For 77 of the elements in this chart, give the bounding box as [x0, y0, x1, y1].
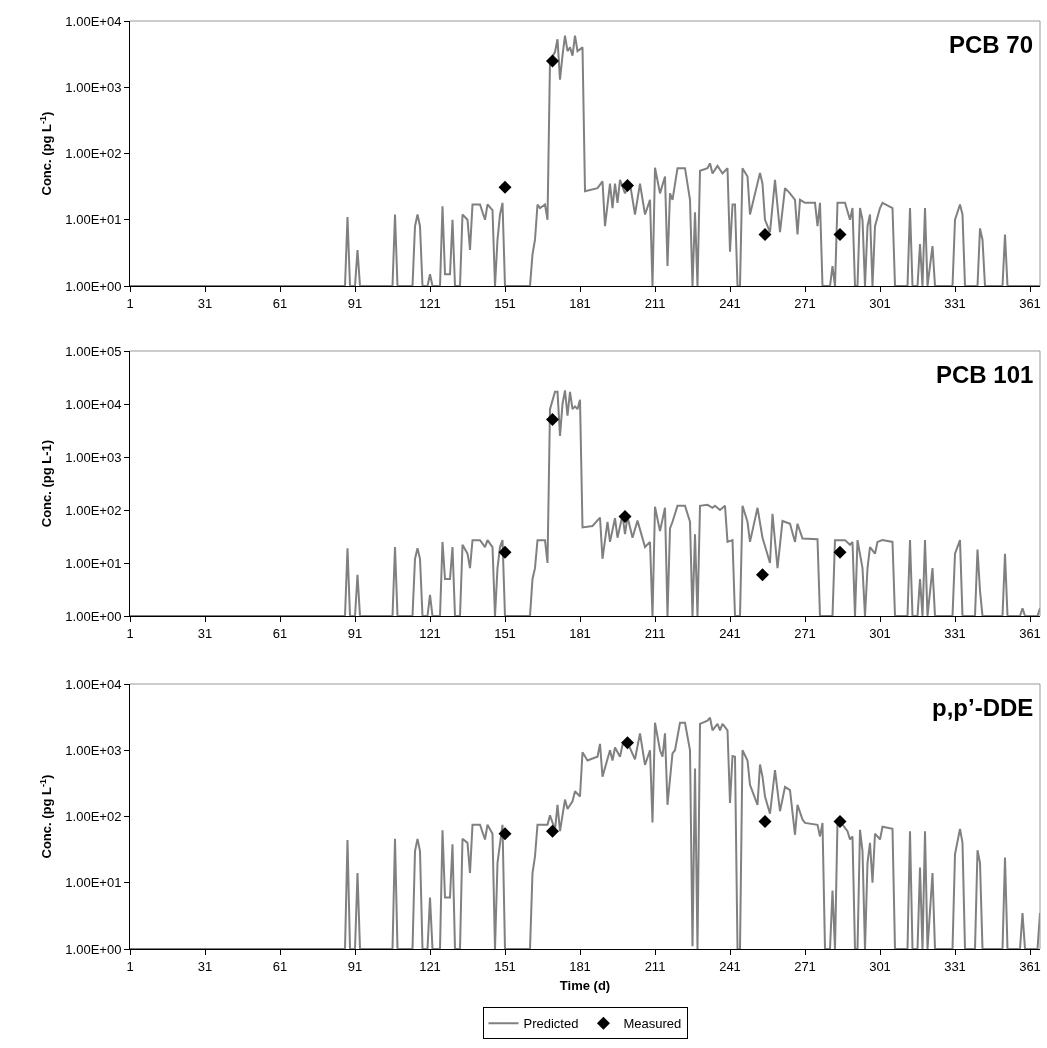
- x-tick-label: 181: [569, 295, 591, 311]
- x-tick-label: 151: [494, 958, 516, 974]
- x-tick-label: 211: [644, 625, 666, 641]
- y-tick-label: 1.00E+03: [65, 79, 122, 95]
- y-tick-label: 1.00E+00: [65, 278, 122, 294]
- x-tick-label: 211: [644, 295, 666, 311]
- x-tick-label: 301: [869, 295, 891, 311]
- x-tick-label: 31: [197, 295, 213, 311]
- point: [546, 824, 559, 838]
- x-tick-label: 151: [494, 295, 516, 311]
- x-tick-label: 121: [419, 625, 441, 641]
- x-tick-label: 181: [569, 625, 591, 641]
- point: [498, 545, 512, 559]
- x-tick-label: 61: [272, 625, 288, 641]
- y-tick-label: 1.00E+01: [65, 555, 122, 571]
- x-axis-title: Time (d): [559, 978, 611, 994]
- point: [621, 736, 634, 750]
- point: [498, 180, 512, 194]
- point: [833, 227, 847, 241]
- y-tick-label: 1.00E+04: [65, 13, 122, 29]
- x-tick-label: 301: [869, 958, 891, 974]
- y-tick-label: 1.00E+02: [65, 502, 122, 518]
- point: [833, 545, 847, 559]
- x-tick-label: 271: [794, 958, 816, 974]
- x-tick-label: 361: [1019, 958, 1041, 974]
- x-tick-label: 331: [944, 295, 966, 311]
- x-tick-label: 61: [272, 295, 288, 311]
- x-tick-label: 331: [944, 625, 966, 641]
- legend-label: Predicted: [523, 1016, 579, 1032]
- point: [621, 178, 634, 192]
- x-tick-label: 211: [644, 958, 666, 974]
- y-tick-label: 1.00E+03: [65, 449, 122, 465]
- point: [758, 815, 772, 829]
- point: [833, 815, 847, 829]
- x-tick-label: 241: [719, 625, 741, 641]
- y-tick-label: 1.00E+05: [65, 343, 122, 359]
- y-tick-label: 1.00E+00: [65, 608, 122, 624]
- y-tick-label: 1.00E+03: [65, 742, 122, 758]
- x-tick-label: 241: [719, 958, 741, 974]
- point: [756, 568, 769, 582]
- x-tick-label: 91: [347, 625, 363, 641]
- x-tick-label: 361: [1019, 295, 1041, 311]
- x-tick-label: 331: [944, 958, 966, 974]
- y-tick-label: 1.00E+01: [65, 212, 122, 228]
- x-tick-label: 361: [1019, 625, 1041, 641]
- point: [758, 227, 772, 241]
- x-tick-label: 181: [569, 958, 591, 974]
- x-tick-label: 271: [794, 625, 816, 641]
- x-tick-label: 91: [347, 295, 363, 311]
- point: [498, 827, 512, 841]
- x-tick-label: 1: [126, 625, 134, 641]
- y-tick-label: 1.00E+01: [65, 875, 122, 891]
- x-tick-label: 1: [126, 958, 134, 974]
- y-tick-label: 1.00E+04: [65, 676, 122, 692]
- y-axis-title: Conc. (pg L-1): [39, 439, 55, 528]
- chart-title: p,p’-DDE: [932, 694, 1034, 721]
- point: [546, 54, 559, 68]
- point: [618, 510, 632, 524]
- point: [546, 413, 559, 426]
- x-tick-label: 121: [419, 295, 441, 311]
- x-tick-label: 61: [272, 958, 288, 974]
- x-tick-label: 1: [126, 295, 134, 311]
- chart-title: PCB 101: [936, 361, 1034, 388]
- legend-label: Measured: [623, 1016, 682, 1032]
- x-tick-label: 271: [794, 295, 816, 311]
- x-tick-label: 91: [347, 958, 363, 974]
- x-tick-label: 151: [494, 625, 516, 641]
- y-tick-label: 1.00E+00: [65, 941, 122, 957]
- y-tick-label: 1.00E+02: [65, 146, 122, 162]
- x-tick-label: 121: [419, 958, 441, 974]
- x-tick-label: 241: [719, 295, 741, 311]
- x-tick-label: 31: [197, 958, 213, 974]
- y-tick-label: 1.00E+04: [65, 396, 122, 412]
- chart-title: PCB 70: [949, 31, 1034, 58]
- x-tick-label: 301: [869, 625, 891, 641]
- y-tick-label: 1.00E+02: [65, 809, 122, 825]
- x-tick-label: 31: [197, 625, 213, 641]
